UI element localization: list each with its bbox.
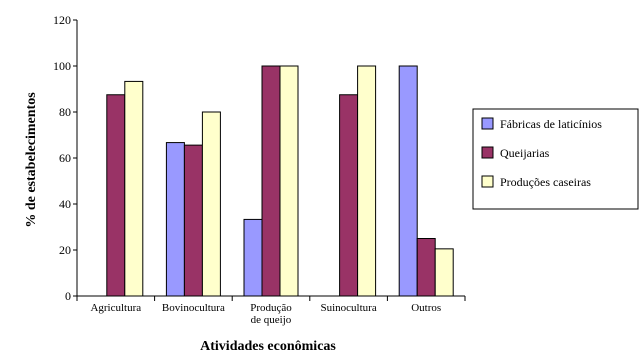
bar bbox=[165, 142, 185, 297]
bar bbox=[183, 144, 203, 297]
legend-swatch bbox=[481, 146, 494, 159]
x-axis-title: Atividades econômicas bbox=[200, 339, 336, 354]
bars-group bbox=[106, 65, 454, 297]
legend-label: Fábricas de laticínios bbox=[500, 117, 602, 131]
y-tick-label: 20 bbox=[59, 243, 71, 257]
y-tick-label: 40 bbox=[59, 197, 71, 211]
x-tick-label: Agricultura bbox=[90, 302, 141, 314]
y-tick-label: 0 bbox=[65, 289, 71, 303]
y-axis: 0 20 40 60 80 100 120 bbox=[53, 13, 78, 303]
y-tick-label: 60 bbox=[59, 151, 71, 165]
bar bbox=[339, 94, 359, 297]
bar bbox=[124, 80, 144, 297]
legend-box bbox=[472, 108, 639, 210]
x-axis: Agricultura Bovinocultura Produção de queij… bbox=[76, 295, 466, 326]
legend-label: Produções caseiras bbox=[500, 175, 591, 189]
y-tick-label: 80 bbox=[59, 105, 71, 119]
legend-swatch bbox=[481, 117, 494, 130]
bar bbox=[416, 238, 436, 297]
x-tick-label: Outros bbox=[411, 302, 441, 314]
bar bbox=[201, 111, 221, 297]
bar bbox=[357, 65, 377, 297]
bar bbox=[279, 65, 299, 297]
y-axis-title: % de estabelecimentos bbox=[24, 92, 39, 228]
bar bbox=[261, 65, 281, 297]
legend: Fábricas de laticínios Queijarias Produçõe… bbox=[472, 108, 639, 210]
y-tick-label: 120 bbox=[53, 13, 71, 27]
bar bbox=[398, 65, 418, 297]
x-tick-label: Produção de queijo bbox=[250, 302, 292, 326]
x-tick-label: Bovinocultura bbox=[162, 302, 225, 314]
y-tick-label: 100 bbox=[53, 59, 71, 73]
bar bbox=[106, 94, 126, 297]
legend-swatch bbox=[481, 175, 494, 188]
legend-label: Queijarias bbox=[500, 146, 550, 160]
bar bbox=[243, 218, 263, 297]
x-tick-label: Suinocultura bbox=[320, 302, 376, 314]
bar bbox=[434, 248, 454, 297]
